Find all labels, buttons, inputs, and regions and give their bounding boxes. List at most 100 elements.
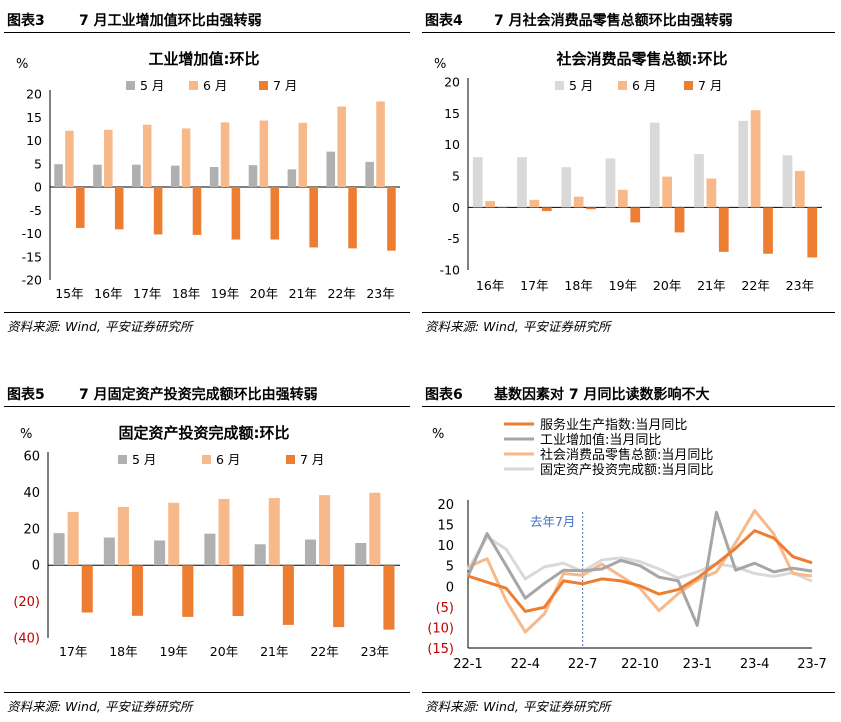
legend-label: 社会消费品零售总额:当月同比: [540, 447, 713, 463]
legend-label: 7 月: [300, 452, 324, 467]
bar: [586, 207, 596, 210]
y-tick-label: 5: [34, 156, 42, 171]
panel-heading: 7 月固定资产投资完成额环比由强转弱: [79, 387, 318, 403]
bar: [795, 170, 805, 208]
bar: [541, 207, 552, 212]
panel-retail: 图表4 7 月社会消费品零售总额环比由强转弱 社会消费品零售总额:环比% 5 月 6…: [422, 6, 835, 336]
y-tick-label: 5: [452, 169, 460, 184]
bar: [231, 187, 241, 240]
panel-source: 资料来源: Wind, 平安证券研究所: [422, 692, 835, 714]
legend-label: 5 月: [140, 78, 164, 93]
bar: [81, 565, 93, 613]
source-text: 资料来源: Wind, 平安证券研究所: [425, 319, 611, 334]
bar: [76, 187, 85, 228]
x-tick-label: 23-7: [797, 657, 827, 672]
bar-chart-fai: 固定资产投资完成额:环比% 5 月 6 月 7 月 60 40 20 0 (20) (40) 17年…: [13, 424, 400, 659]
source-text: 资料来源: Wind, 平安证券研究所: [7, 319, 193, 334]
bar: [485, 201, 495, 208]
y-tick-label: -5: [448, 231, 460, 246]
y-tick-label: 40: [23, 486, 40, 501]
panel-label: 图表5: [7, 387, 45, 403]
series-line: [466, 510, 813, 627]
bar: [304, 539, 317, 566]
y-tick-label: 20: [26, 87, 42, 102]
bar: [517, 157, 527, 208]
panel-header: 图表3 7 月工业增加值环比由强转弱: [4, 6, 410, 33]
x-tick-label: 17年: [520, 278, 548, 293]
bar: [383, 565, 395, 630]
bar: [298, 122, 308, 187]
x-tick-label: 22年: [741, 278, 769, 293]
y-tick-label: -20: [22, 273, 42, 288]
x-tick-label: 16年: [476, 278, 504, 293]
x-tick-label: 20年: [210, 644, 238, 659]
y-tick-label: 0: [34, 180, 42, 195]
bar: [319, 495, 331, 566]
y-tick-label: 10: [444, 137, 460, 152]
bar: [268, 498, 280, 566]
y-tick-label: 15: [437, 519, 454, 534]
panel-label: 图表6: [425, 387, 463, 403]
bar: [605, 158, 616, 208]
panel-source: 资料来源: Wind, 平安证券研究所: [422, 312, 835, 334]
bar: [154, 540, 166, 566]
bar: [220, 122, 230, 187]
bar: [209, 167, 219, 187]
legend-label: 7 月: [273, 78, 297, 93]
legend-swatch: [286, 455, 295, 464]
panel-fai: 图表5 7 月固定资产投资完成额环比由强转弱 固定资产投资完成额:环比% 5 月 6…: [4, 380, 410, 718]
x-tick-label: 22-1: [453, 657, 483, 672]
unit-label: %: [20, 427, 32, 442]
x-tick-label: 23年: [366, 286, 394, 301]
bar: [750, 110, 761, 208]
bar: [326, 151, 336, 187]
legend-swatch: [618, 81, 627, 90]
panel-industrial: 图表3 7 月工业增加值环比由强转弱 工业增加值:环比% 5 月 6 月 7 月 20 1…: [4, 6, 410, 336]
x-tick-label: 22年: [327, 286, 355, 301]
bar: [706, 178, 717, 208]
legend-label: 6 月: [216, 452, 240, 467]
x-tick-label: 23年: [361, 644, 389, 659]
panel-source: 资料来源: Wind, 平安证券研究所: [4, 692, 410, 714]
bar: [807, 207, 818, 258]
unit-label: %: [434, 57, 446, 72]
legend-label: 6 月: [632, 78, 656, 93]
y-tick-label: (40): [13, 632, 40, 647]
x-tick-label: 21年: [697, 278, 725, 293]
legend-swatch: [684, 81, 693, 90]
bar: [674, 207, 685, 233]
legend-swatch: [189, 81, 198, 90]
y-tick-label: 10: [26, 133, 42, 148]
y-tick-label: 0: [446, 580, 454, 595]
bar: [270, 187, 280, 240]
x-tick-label: 22-10: [621, 657, 659, 672]
line-chart-yoy: % 服务业生产指数:当月同比工业增加值:当月同比社会消费品零售总额:当月同比固定资…: [427, 417, 827, 672]
legend-label: 固定资产投资完成额:当月同比: [540, 462, 713, 478]
bar: [561, 167, 572, 208]
bar: [348, 187, 357, 249]
bar: [529, 199, 540, 208]
x-tick-label: 16年: [94, 286, 122, 301]
unit-label: %: [16, 57, 28, 72]
bar: [182, 565, 194, 617]
panel-base-effect: 图表6 基数因素对 7 月同比读数影响不大 % 服务业生产指数:当月同比 工业增加值…: [422, 380, 835, 718]
bar: [387, 187, 396, 251]
bar: [662, 176, 672, 208]
chart-title: 工业增加值:环比: [149, 50, 260, 68]
y-tick-label: -5: [30, 203, 42, 218]
x-tick-label: 15年: [55, 286, 83, 301]
panel-header: 图表6 基数因素对 7 月同比读数影响不大: [422, 380, 835, 407]
bar: [153, 187, 163, 235]
bar: [142, 124, 152, 187]
legend-swatch: [259, 81, 268, 90]
bar: [365, 161, 374, 187]
y-tick-label: 0: [32, 559, 40, 574]
bar: [694, 154, 704, 208]
y-tick-label: 10: [437, 539, 454, 554]
y-tick-label: 0: [452, 200, 460, 215]
x-tick-label: 23年: [786, 278, 814, 293]
panel-label: 图表3: [7, 13, 45, 29]
legend-swatch: [555, 81, 564, 90]
legend-label: 7 月: [698, 78, 722, 93]
y-tick-label: (5): [436, 601, 454, 616]
